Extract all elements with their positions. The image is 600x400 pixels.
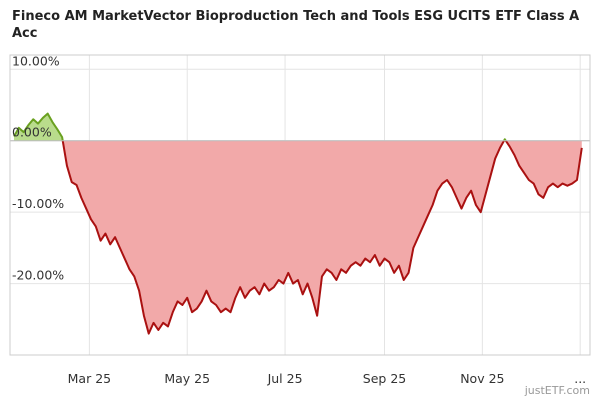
credit-text: justETF.com [524, 384, 590, 397]
x-tick-label: May 25 [164, 371, 210, 386]
chart-title: Fineco AM MarketVector Bioproduction Tec… [12, 9, 580, 41]
y-tick-label: 10.00% [12, 53, 60, 68]
negative-line [61, 140, 505, 335]
negative-area [62, 140, 504, 334]
positive-line [13, 112, 64, 141]
plot-frame [9, 54, 591, 356]
x-tick-label: Nov 25 [460, 371, 504, 386]
y-tick-label: 0.00% [12, 125, 52, 140]
x-axis: Mar 25 May 25 Jul 25 Sep 25 Nov 25... [68, 371, 586, 386]
x-tick-label: Mar 25 [68, 371, 111, 386]
x-tick-label: Sep 25 [363, 371, 406, 386]
area-fills [14, 113, 582, 334]
x-tick-label: ... [574, 371, 586, 386]
negative-area [505, 140, 582, 198]
y-tick-label: -20.00% [12, 268, 64, 283]
y-axis: 10.00% 0.00% -10.00% -20.00% [12, 53, 64, 282]
y-tick-label: -10.00% [12, 196, 64, 211]
x-tick-label: Jul 25 [267, 371, 303, 386]
series-line [13, 112, 583, 335]
negative-line [504, 140, 583, 199]
